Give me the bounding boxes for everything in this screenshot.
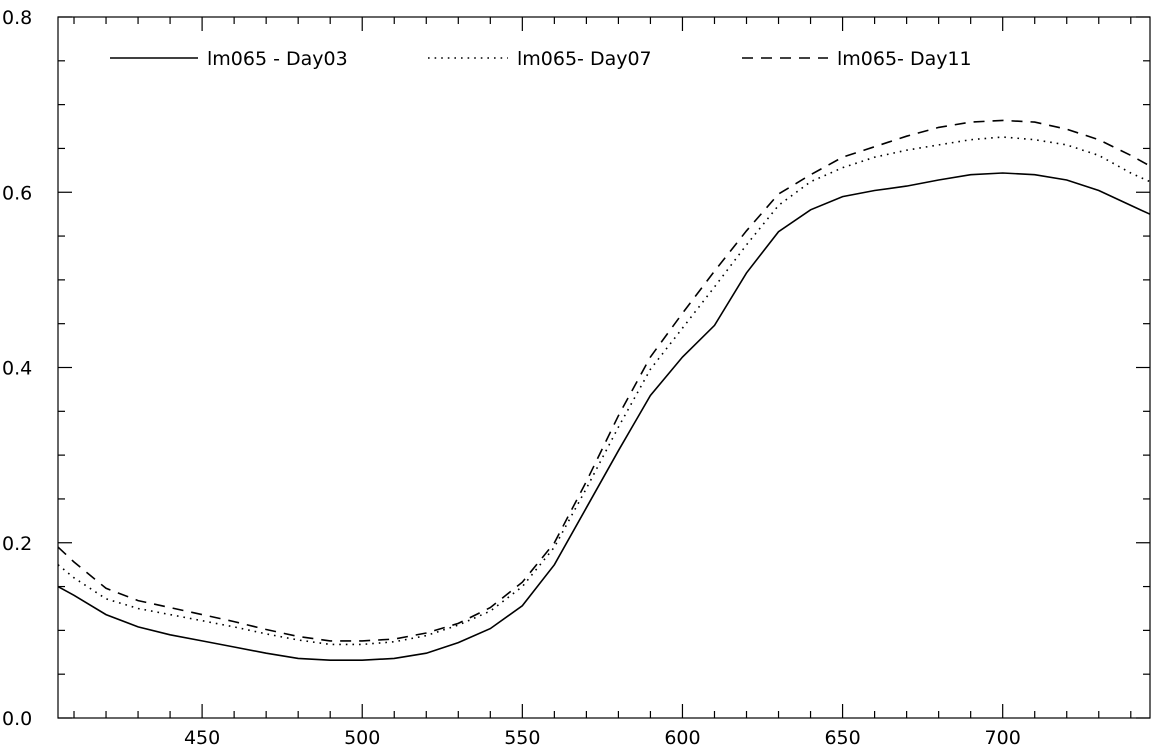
legend: lm065 - Day03 lm065- Day07 lm065- Day11 bbox=[110, 48, 972, 70]
legend-label-2: lm065- Day07 bbox=[517, 48, 652, 70]
series-line-3 bbox=[57, 119, 1151, 642]
x-tick-label: 500 bbox=[344, 727, 380, 749]
plot-frame bbox=[57, 16, 1151, 719]
x-tick-label: 600 bbox=[664, 727, 700, 749]
y-tick-label: 0.6 bbox=[2, 182, 32, 204]
x-tick-label: 550 bbox=[504, 727, 540, 749]
y-tick-label: 0.0 bbox=[2, 708, 32, 730]
legend-label-1: lm065 - Day03 bbox=[207, 48, 348, 70]
series-lines bbox=[57, 119, 1151, 662]
series-line-2 bbox=[57, 136, 1151, 646]
legend-label-3: lm065- Day11 bbox=[837, 48, 972, 70]
x-tick-label: 700 bbox=[985, 727, 1021, 749]
x-tick-label: 650 bbox=[824, 727, 860, 749]
x-tick-label: 450 bbox=[184, 727, 220, 749]
y-tick-label: 0.4 bbox=[2, 358, 32, 380]
y-tick-label: 0.2 bbox=[2, 533, 32, 555]
axis-ticks bbox=[58, 16, 1150, 719]
axis-tick-labels: 450 500 550 600 650 700 0.0 0.2 0.4 0.6 0.8 bbox=[2, 7, 1021, 749]
series-line-1 bbox=[57, 172, 1151, 662]
y-tick-label: 0.8 bbox=[2, 7, 32, 29]
